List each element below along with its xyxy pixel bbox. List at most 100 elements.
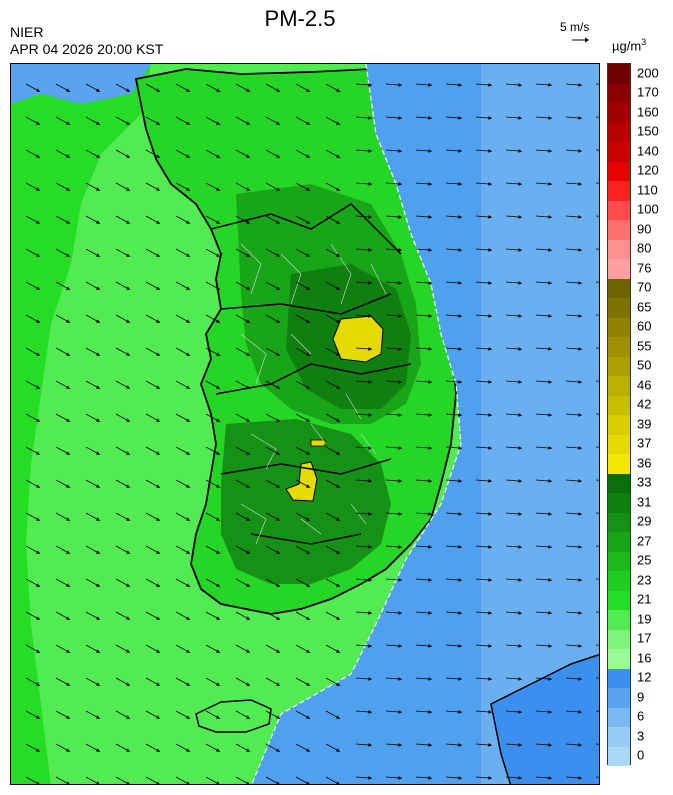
wind-vector-head — [66, 154, 71, 158]
wind-vector-arrow — [595, 215, 599, 217]
wind-vector-head — [186, 286, 191, 290]
wind-vector-head — [518, 116, 522, 120]
wind-vector-head — [458, 677, 462, 681]
wind-vector-head — [368, 446, 372, 450]
wind-vector-head — [306, 154, 311, 158]
wind-vector-head — [186, 517, 191, 521]
wind-vector-arrow — [595, 248, 599, 250]
wind-vector-head — [398, 347, 402, 351]
wind-vector-head — [156, 517, 161, 521]
wind-vector-head — [398, 644, 402, 648]
wind-vector-head — [548, 644, 552, 648]
wind-vector-head — [488, 314, 492, 318]
wind-vector-head — [428, 314, 432, 318]
wind-vector-head — [518, 545, 522, 549]
wind-vector-arrow — [595, 578, 599, 580]
wind-vector-head — [458, 380, 462, 384]
wind-vector-head — [156, 286, 161, 290]
wind-vector-head — [548, 281, 552, 285]
wind-vector-head — [96, 484, 101, 488]
wind-vector-head — [96, 154, 101, 158]
wind-vector-head — [36, 616, 41, 620]
wind-vector-head — [578, 512, 582, 516]
wind-vector-head — [156, 748, 161, 752]
wind-vector-head — [428, 380, 432, 384]
wind-vector-head — [96, 88, 101, 92]
colorbar-tick-label: 55 — [637, 338, 652, 354]
colorbar-segment — [608, 668, 630, 688]
jeju-island — [195, 699, 272, 733]
wind-vector-head — [36, 748, 41, 752]
wind-vector-head — [66, 187, 71, 191]
colorbar — [607, 63, 631, 766]
wind-vector-head — [276, 748, 281, 752]
wind-vector-head — [156, 715, 161, 719]
wind-vector-head — [96, 319, 101, 323]
wind-vector-head — [368, 512, 372, 516]
wind-vector-head — [276, 583, 281, 587]
wind-vector-head — [186, 550, 191, 554]
datetime-label: APR 04 2026 20:00 KST — [10, 41, 164, 57]
wind-vector-head — [548, 710, 552, 714]
wind-vector-head — [126, 286, 131, 290]
colorbar-segment — [608, 376, 630, 396]
colorbar-segment — [608, 356, 630, 376]
wind-vector-head — [66, 781, 70, 784]
wind-vector-head — [96, 451, 101, 455]
wind-vector-head — [428, 644, 432, 648]
wind-vector-head — [578, 446, 582, 450]
wind-vector-head — [96, 352, 101, 356]
wind-vector-head — [488, 182, 492, 186]
colorbar-tick-label: 150 — [637, 123, 659, 139]
wind-vector-head — [368, 182, 372, 186]
wind-vector-head — [518, 578, 522, 582]
wind-vector-head — [458, 710, 462, 714]
wind-vector-head — [96, 220, 101, 224]
wind-vector-head — [548, 578, 552, 582]
wind-vector-head — [156, 550, 161, 554]
wind-vector-head — [36, 451, 41, 455]
wind-vector-head — [398, 380, 402, 384]
wind-vector-head — [518, 281, 522, 285]
wind-vector-head — [36, 649, 41, 653]
wind-vector-head — [186, 484, 191, 488]
wind-vector-head — [66, 88, 71, 92]
wind-vector-head — [216, 385, 221, 389]
wind-vector-head — [306, 649, 311, 653]
wind-vector-head — [276, 781, 280, 784]
wind-vector-head — [578, 611, 582, 615]
colorbar-segment — [608, 64, 630, 84]
wind-vector-head — [336, 154, 341, 158]
wind-vector-head — [518, 611, 522, 615]
wind-vector-head — [518, 248, 522, 252]
colorbar-segment — [608, 181, 630, 201]
wind-vector-head — [306, 517, 311, 521]
wind-vector-head — [96, 550, 101, 554]
wind-vector-head — [66, 682, 71, 686]
wind-vector-head — [518, 776, 522, 780]
wind-vector-head — [126, 748, 131, 752]
wind-vector-head — [578, 281, 582, 285]
wind-vector-head — [578, 413, 582, 417]
wind-vector-head — [458, 347, 462, 351]
wind-vector-head — [156, 154, 161, 158]
colorbar-segment — [608, 200, 630, 220]
wind-vector-head — [458, 446, 462, 450]
wind-vector-head — [96, 253, 101, 257]
wind-vector-head — [186, 187, 191, 191]
wind-vector-head — [428, 545, 432, 549]
wind-vector-head — [276, 385, 281, 389]
wind-vector-head — [66, 418, 71, 422]
wind-vector-head — [306, 352, 311, 356]
wind-vector-head — [126, 451, 131, 455]
wind-vector-head — [276, 187, 281, 191]
wind-vector-head — [276, 220, 281, 224]
wind-vector-head — [368, 479, 372, 483]
wind-vector-head — [216, 715, 221, 719]
wind-vector-head — [66, 649, 71, 653]
colorbar-segment — [608, 83, 630, 103]
wind-vector-head — [216, 781, 220, 784]
wind-vector-head — [368, 644, 372, 648]
wind-vector-head — [126, 352, 131, 356]
colorbar-tick-label: 100 — [637, 201, 659, 217]
